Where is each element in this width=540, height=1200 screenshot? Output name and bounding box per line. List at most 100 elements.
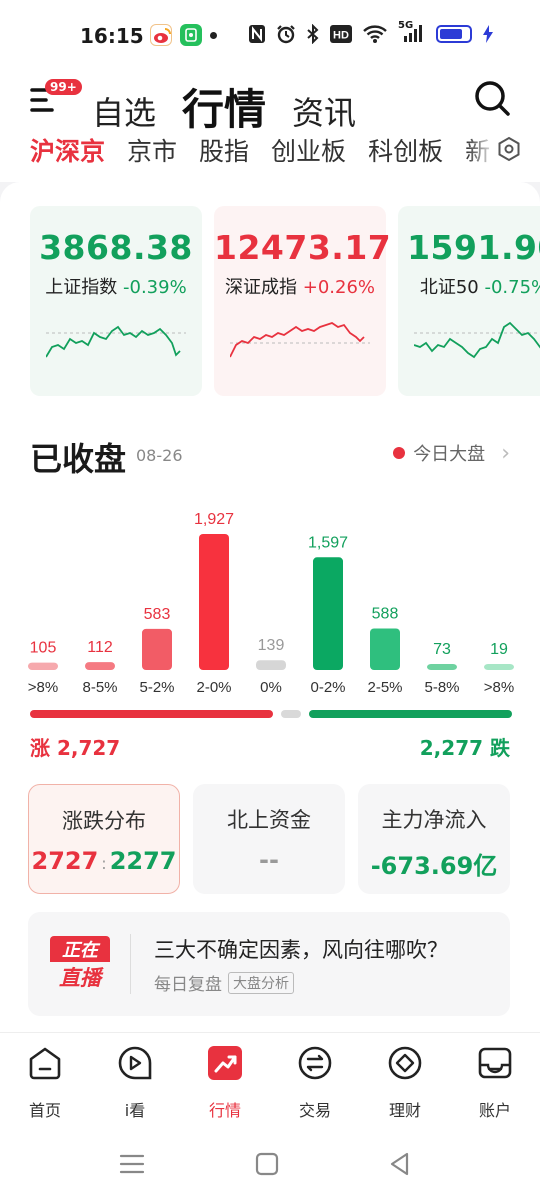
tab-label: 交易 [298,1101,331,1120]
index-card-shenzhen[interactable]: 12473.17 深证成指 +0.26% [214,206,392,396]
distribution-category-label: 0-2% [310,679,345,696]
distribution-category-label: >8% [28,679,58,696]
live-broadcast-card[interactable]: 正在 直播 三大不确定因素，风向往哪吹？ 每日复盘 大盘分析 [28,912,510,1016]
tab-label: 行情 [208,1101,241,1120]
battery-icon [436,25,472,43]
account-icon [478,1047,512,1079]
fall-ratio-segment [309,710,512,718]
tab-quotes[interactable]: 行情 [182,85,267,134]
rise-ratio-segment [30,710,274,718]
flat-ratio-segment [281,710,302,718]
back-icon[interactable] [386,1150,414,1178]
tab-market[interactable]: 行情 [180,1033,270,1132]
rise-fall-distribution-chart: 105 >8% 112 8-5% 583 5-2% 1,927 2-0% 139 0% 1,597 0… [28,511,514,696]
distribution-category-label: 2-0% [196,679,231,696]
alarm-icon [277,25,295,44]
today-market-link[interactable]: 今日大盘 › [393,440,510,466]
divider [130,934,131,994]
distribution-bar [85,662,115,670]
bluetooth-icon [307,24,319,44]
index-card-shanghai[interactable]: 3868.38 上证指数 -0.39% [30,206,202,396]
tab-label: 理财 [388,1101,421,1120]
distribution-bar [484,664,514,670]
index-line: 上证指数 -0.39% [30,273,202,299]
live-badge-line1: 正在 [50,936,110,962]
home-icon [29,1047,61,1080]
tab-home[interactable]: 首页 [0,1033,90,1132]
stat-value: 2727:2277 [29,847,179,875]
distribution-value-label: 19 [490,641,508,658]
index-value: 12473.17 [214,228,392,267]
wechat-mini-icon [180,24,202,46]
live-title: 三大不确定因素，风向往哪吹？ [154,938,448,962]
stat-card-northbound[interactable]: 北上资金 -- [193,784,345,894]
tab-watchlist[interactable]: 自选 [92,94,157,132]
nfc-icon [249,25,265,43]
tab-account[interactable]: 账户 [450,1033,540,1132]
sub-tabs-fade [466,132,496,172]
index-value: 1591.90 [407,228,540,267]
tab-label: i看 [124,1101,146,1120]
stat-cards: 涨跌分布 2727:2277 北上资金 -- 主力净流入 -673.69亿 [28,784,510,894]
subtab-hushenjing[interactable]: 沪深京 [30,137,106,166]
live-subtitle-row: 每日复盘 大盘分析 [154,970,294,995]
tab-news[interactable]: 资讯 [292,94,357,132]
trend-icon [208,1046,242,1080]
distribution-value-label: 105 [30,640,57,657]
subtab-guzhi[interactable]: 股指 [199,137,250,166]
index-name: 上证指数 [45,277,118,298]
sub-tabs: 沪深京 京市 股指 创业板 科创板 新 [30,132,490,168]
dot-icon [210,31,217,39]
chevron-right-icon: › [501,440,510,466]
tab-ikan[interactable]: i看 [90,1033,180,1132]
home-button-icon[interactable] [253,1150,281,1178]
stat-separator: : [101,854,107,873]
search-icon[interactable] [472,78,512,118]
today-market-label: 今日大盘 [413,444,486,465]
settings-icon[interactable] [496,136,522,162]
live-subtitle: 每日复盘 [154,975,222,995]
distribution-value-label: 588 [372,606,399,623]
trade-icon [298,1046,332,1080]
subtab-jingshi[interactable]: 京市 [127,137,178,166]
distribution-value-label: 73 [433,641,451,658]
distribution-bar [28,662,58,670]
sparkline-shanghai [46,325,186,358]
stat-title: 北上资金 [227,808,311,832]
distribution-bar [313,557,343,670]
index-card-beizheng[interactable]: 1591.90 北证50 -0.75% [398,206,540,396]
stat-title: 主力净流入 [381,808,487,832]
notification-badge: 99+ [45,79,82,95]
market-status-title: 已收盘 [30,440,127,478]
stat-card-main-inflow[interactable]: 主力净流入 -673.69亿 [358,784,510,894]
main-content: 3868.38 上证指数 -0.39% 12473.17 深证成指 +0.26%… [0,182,540,1032]
tab-trade[interactable]: 交易 [270,1033,360,1132]
live-dot-icon [393,447,406,459]
index-name: 北证50 [419,277,479,298]
play-icon [118,1046,152,1080]
stat-value: -- [259,846,279,874]
tab-label: 账户 [478,1101,511,1120]
distribution-value-label: 583 [144,606,171,623]
index-change: -0.39% [123,277,187,298]
status-right-icons: HD 5G [248,20,494,44]
index-change: -0.75% [484,277,540,298]
index-value: 3868.38 [39,228,193,267]
distribution-bar [199,534,229,670]
stat-card-distribution[interactable]: 涨跌分布 2727:2277 [28,784,180,894]
distribution-bar [370,628,400,670]
recent-apps-icon[interactable] [118,1150,146,1178]
rise-total: 涨 2,727 [30,736,121,760]
tab-wealth[interactable]: 理财 [360,1033,450,1132]
live-tag: 大盘分析 [228,971,294,994]
index-name: 深证成指 [225,277,297,298]
status-time: 16:15 [80,24,144,48]
wifi-icon [363,25,387,43]
bottom-tab-bar: 首页 i看 行情 交易 理财 账户 [0,1032,540,1132]
subtab-chuangyeban[interactable]: 创业板 [271,137,347,166]
subtab-kechuangban[interactable]: 科创板 [368,137,444,166]
distribution-bar [142,628,172,670]
live-badge-line2: 直播 [59,966,101,990]
distribution-value-label: 1,597 [308,534,348,551]
charging-icon [483,25,493,43]
